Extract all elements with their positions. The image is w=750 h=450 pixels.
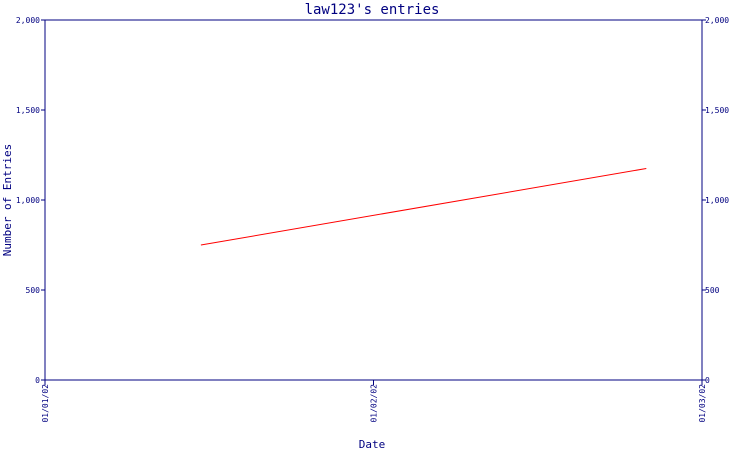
x-tick-label: 01/03/02 (698, 384, 707, 423)
y-tick-label: 0 (35, 376, 40, 385)
y-tick-label-right: 1,000 (705, 196, 729, 205)
y-axis-title: Number of Entries (1, 144, 14, 257)
y-tick-label-right: 500 (705, 286, 720, 295)
y-tick-label: 1,500 (16, 106, 40, 115)
right-y-axis-ticks: 0 500 1,000 1,500 2,000 (702, 16, 729, 385)
y-tick-label-right: 2,000 (705, 16, 729, 25)
x-axis-ticks: 01/01/02 01/02/02 01/03/02 (41, 380, 707, 423)
y-tick-label: 500 (26, 286, 41, 295)
y-tick-label-right: 1,500 (705, 106, 729, 115)
left-y-axis-ticks: 0 500 1,000 1,500 2,000 (16, 16, 45, 385)
x-tick-label: 01/02/02 (370, 384, 379, 423)
chart-title: law123's entries (305, 2, 440, 18)
series-line (200, 168, 647, 246)
plot-frame (44, 19, 703, 381)
y-tick-label: 1,000 (16, 196, 40, 205)
y-tick-label-right: 0 (705, 376, 710, 385)
series-layer (200, 168, 647, 246)
x-axis-title: Date (359, 438, 386, 450)
x-tick-label: 01/01/02 (41, 384, 50, 423)
y-tick-label: 2,000 (16, 16, 40, 25)
